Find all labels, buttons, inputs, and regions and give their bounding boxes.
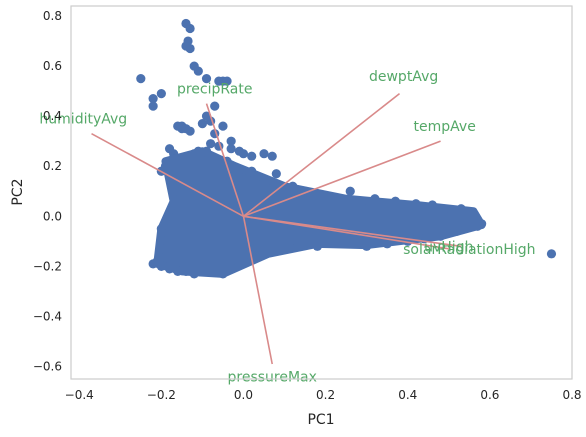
data-point [210, 101, 220, 111]
loading-vector-humidityAvg [91, 132, 244, 217]
loading-label-solarRadiationHigh: solarRadiationHigh [403, 242, 535, 258]
x-tick-label: 0.4 [398, 388, 417, 402]
loading-vector-tempAve [243, 140, 441, 218]
loading-labels: humidityAvg precipRate dewptAvg tempAve uvHi… [39, 69, 535, 385]
data-point [271, 169, 281, 179]
loading-vector-pressureMax [242, 216, 274, 365]
y-tick-label: 0.6 [43, 59, 62, 73]
data-point [546, 249, 557, 259]
data-point [197, 119, 208, 129]
loading-label-dewptAvg: dewptAvg [369, 69, 438, 85]
data-point [267, 151, 277, 161]
x-tick-label: −0.4 [65, 388, 94, 402]
y-tick-label: 0.2 [43, 159, 62, 173]
loading-label-uvHigh: uvHigh [424, 239, 473, 255]
x-axis-title: PC1 [307, 412, 334, 428]
y-axis-title: PC2 [10, 178, 26, 205]
data-point [222, 76, 232, 86]
loading-label-humidityAvg: humidityAvg [39, 112, 127, 128]
data-point [218, 121, 228, 131]
y-tick-label: 0.4 [43, 109, 62, 123]
loading-vector-precipRate [205, 103, 245, 217]
loading-label-pressureMax: pressureMax [228, 370, 317, 386]
data-point [247, 151, 257, 161]
data-point [345, 186, 355, 196]
x-tick-label: 0.8 [562, 388, 581, 402]
point-cloud-body [153, 147, 486, 278]
y-tick-label: −0.4 [33, 309, 62, 323]
y-tick-label: 0.0 [43, 209, 62, 223]
loading-vector-dewptAvg [242, 92, 401, 217]
x-axis-ticks: −0.4 −0.2 0.0 0.2 0.4 0.6 0.8 [65, 388, 582, 402]
data-point [136, 73, 146, 84]
x-tick-label: 0.6 [480, 388, 499, 402]
plot-area: humidityAvg precipRate dewptAvg tempAve uvHi… [39, 5, 573, 386]
data-point [173, 121, 183, 131]
data-point [185, 43, 195, 54]
data-point [238, 149, 249, 159]
data-point [185, 126, 195, 136]
data-point [148, 101, 158, 111]
x-tick-label: 0.2 [316, 388, 335, 402]
data-point [148, 94, 158, 104]
y-tick-label: −0.2 [33, 259, 62, 273]
data-point [259, 149, 269, 159]
data-point [226, 136, 236, 146]
plot-frame [70, 5, 573, 380]
loading-vector-solarRadiationHigh [243, 215, 449, 250]
x-tick-label: −0.2 [147, 388, 176, 402]
loading-label-tempAve: tempAve [414, 119, 476, 135]
loading-vectors [91, 92, 462, 365]
y-tick-label: −0.6 [33, 359, 62, 373]
data-point [201, 73, 212, 84]
y-axis-ticks: −0.6 −0.4 −0.2 0.0 0.2 0.4 0.6 0.8 [33, 9, 62, 373]
loading-label-precipRate: precipRate [177, 82, 253, 98]
data-point [206, 139, 216, 149]
data-point [156, 89, 166, 99]
data-point [226, 144, 236, 154]
data-point [185, 23, 195, 34]
data-point [193, 66, 203, 76]
x-tick-label: 0.0 [234, 388, 253, 402]
y-tick-label: 0.8 [43, 9, 62, 23]
